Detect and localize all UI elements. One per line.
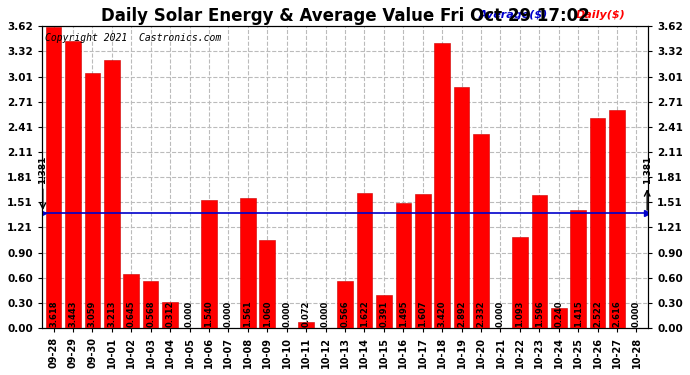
Text: 1.093: 1.093 <box>515 301 524 327</box>
Bar <box>143 280 159 328</box>
Bar <box>512 237 528 328</box>
Text: 1.415: 1.415 <box>573 300 582 327</box>
Text: 3.443: 3.443 <box>68 301 77 327</box>
Text: 3.213: 3.213 <box>108 301 117 327</box>
Text: 0.000: 0.000 <box>321 301 330 327</box>
Text: 1.596: 1.596 <box>535 300 544 327</box>
Bar <box>104 60 119 328</box>
Bar <box>240 198 255 328</box>
Text: 0.000: 0.000 <box>224 301 233 327</box>
Text: 1.607: 1.607 <box>418 301 427 327</box>
Bar <box>571 210 586 328</box>
Text: Copyright 2021  Castronics.com: Copyright 2021 Castronics.com <box>45 33 221 42</box>
Bar <box>609 110 625 328</box>
Bar <box>65 41 81 328</box>
Text: Average($): Average($) <box>478 10 548 20</box>
Text: 2.332: 2.332 <box>477 301 486 327</box>
Text: 1.495: 1.495 <box>399 300 408 327</box>
Bar <box>201 200 217 328</box>
Text: 3.420: 3.420 <box>437 301 446 327</box>
Text: 0.000: 0.000 <box>185 301 194 327</box>
Text: 0.645: 0.645 <box>127 300 136 327</box>
Text: 0.072: 0.072 <box>302 301 310 327</box>
Text: 0.568: 0.568 <box>146 301 155 327</box>
Title: Daily Solar Energy & Average Value Fri Oct 29 17:02: Daily Solar Energy & Average Value Fri O… <box>101 7 589 25</box>
Text: 1.622: 1.622 <box>360 300 369 327</box>
Bar <box>85 73 100 328</box>
Text: 1.561: 1.561 <box>244 300 253 327</box>
Bar <box>435 43 450 328</box>
Bar <box>298 322 314 328</box>
Text: 3.618: 3.618 <box>49 301 58 327</box>
Text: 1.381: 1.381 <box>642 155 651 184</box>
Bar <box>551 308 566 328</box>
Text: 2.522: 2.522 <box>593 300 602 327</box>
Text: 3.059: 3.059 <box>88 301 97 327</box>
Bar <box>337 281 353 328</box>
Text: 0.000: 0.000 <box>632 301 641 327</box>
Bar <box>376 296 392 328</box>
Bar <box>454 87 469 328</box>
Text: 0.566: 0.566 <box>340 300 350 327</box>
Bar <box>357 193 372 328</box>
Text: 1.540: 1.540 <box>204 300 213 327</box>
Bar <box>162 302 178 328</box>
Text: 2.616: 2.616 <box>613 300 622 327</box>
Text: 1.381: 1.381 <box>39 155 48 184</box>
Bar <box>473 134 489 328</box>
Bar <box>531 195 547 328</box>
Text: 0.312: 0.312 <box>166 301 175 327</box>
Bar <box>124 274 139 328</box>
Bar <box>395 203 411 328</box>
Text: 0.000: 0.000 <box>496 301 505 327</box>
Text: 0.240: 0.240 <box>554 301 563 327</box>
Bar <box>259 240 275 328</box>
Bar <box>46 27 61 328</box>
Text: 2.892: 2.892 <box>457 301 466 327</box>
Text: 0.000: 0.000 <box>282 301 291 327</box>
Bar <box>415 194 431 328</box>
Text: 1.060: 1.060 <box>263 301 272 327</box>
Bar <box>590 118 605 328</box>
Text: 0.391: 0.391 <box>380 301 388 327</box>
Text: Daily($): Daily($) <box>575 10 625 20</box>
